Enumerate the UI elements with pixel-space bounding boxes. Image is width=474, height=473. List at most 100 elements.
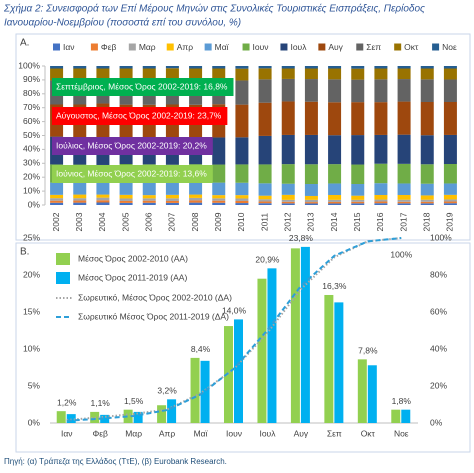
bar-segment	[397, 199, 411, 202]
bar-segment	[212, 195, 226, 199]
y-tick-label: 20%	[23, 269, 40, 279]
legend-swatch	[53, 43, 60, 51]
bar-segment	[304, 79, 318, 102]
bar-segment	[374, 199, 388, 202]
bar-segment	[374, 163, 388, 184]
bar	[367, 365, 377, 423]
bar-segment	[397, 66, 411, 69]
bar-segment	[96, 200, 110, 203]
x-tick-label: 2005	[120, 212, 130, 231]
bar-segment	[96, 68, 110, 81]
bar-segment	[235, 203, 249, 205]
bar-segment	[50, 68, 64, 81]
bar-segment	[304, 164, 318, 185]
annotation-box	[52, 165, 213, 183]
bar-segment	[397, 79, 411, 102]
legend-swatch	[242, 43, 250, 51]
panel-frame	[15, 242, 471, 453]
x-tick-label: 2004	[97, 212, 107, 231]
legend-label: Ιαν	[63, 42, 75, 52]
y-tick-label: 90%	[23, 74, 40, 84]
legend-swatch	[128, 43, 136, 51]
bar-segment	[304, 203, 318, 205]
bar-segment	[281, 199, 295, 202]
bar-segment	[443, 68, 457, 80]
bar-segment	[351, 164, 365, 185]
bar-segment	[443, 203, 457, 205]
bar-segment	[235, 198, 249, 201]
bar-segment	[374, 134, 388, 164]
legend-swatch	[56, 272, 70, 284]
bar-segment	[397, 183, 411, 195]
bar-segment	[189, 197, 203, 201]
bar	[200, 360, 210, 423]
bar-segment	[443, 79, 457, 103]
annotation-box	[52, 137, 213, 155]
title-line: Σχήμα 2: Συνεισφορά των Επί Μέρους Μηνών…	[3, 3, 425, 15]
bar-segment	[235, 80, 249, 105]
bar-segment	[281, 134, 295, 165]
annotation-text: Αύγουστος, Μέσος Όρος 2002-2019: 23,7%	[56, 110, 222, 120]
bar-segment	[351, 195, 365, 200]
y2-tick-label: 60%	[430, 306, 447, 316]
bar-segment	[328, 199, 342, 202]
legend-swatch	[90, 43, 98, 51]
bar-segment	[374, 79, 388, 103]
source: Πηγή: (α) Τράπεζα της Ελλάδος (ΤτΕ), (β)…	[4, 457, 227, 466]
bar-segment	[328, 79, 342, 103]
y-tick-label: 80%	[23, 88, 40, 98]
bar-segment	[443, 163, 457, 184]
bar	[190, 357, 200, 423]
x-tick-label: 2014	[329, 212, 339, 231]
bar-segment	[304, 184, 318, 196]
value-label: 1,8%	[392, 396, 412, 406]
bar-segment	[374, 203, 388, 205]
bar-segment	[50, 198, 64, 201]
y2-tick-label: 20%	[430, 380, 447, 390]
bar-segment	[119, 202, 133, 205]
bar-segment	[142, 66, 156, 69]
bar	[257, 278, 267, 423]
bar-segment	[73, 68, 87, 81]
bar-segment	[328, 194, 342, 200]
bar	[267, 268, 277, 423]
value-label: 23,8%	[289, 233, 314, 243]
legend-label: Μέσος Όρος 2002-2010 (ΑΑ)	[78, 253, 188, 263]
bar-segment	[420, 199, 434, 202]
bar-segment	[96, 194, 110, 198]
bar-segment	[443, 66, 457, 69]
bar-segment	[397, 101, 411, 135]
bar-segment	[50, 200, 64, 203]
bar-segment	[258, 135, 272, 165]
bar-segment	[328, 203, 342, 205]
x-tick-label: Ιουν	[226, 428, 242, 438]
x-tick-label: 2003	[74, 212, 84, 231]
bar-segment	[281, 201, 295, 204]
bar	[100, 414, 110, 423]
bar-segment	[96, 182, 110, 195]
x-tick-label: Φεβ	[92, 428, 108, 438]
bar-segment	[73, 66, 87, 69]
bar-segment	[304, 199, 318, 203]
bar-segment	[96, 66, 110, 69]
legend-label: Μέσος Όρος 2011-2019 (ΑΑ)	[78, 272, 187, 282]
legend-label: Ιουλ	[290, 42, 307, 52]
bar-segment	[420, 164, 434, 184]
bar-segment	[189, 182, 203, 195]
bar-segment	[397, 68, 411, 80]
annotation-text: Σεπτέμβριος, Μέσος Όρος 2002-2019: 16,8%	[56, 81, 228, 91]
bar-segment	[374, 194, 388, 200]
bar-segment	[258, 201, 272, 204]
legend-swatch	[356, 43, 364, 51]
x-tick-label: Αυγ	[294, 428, 309, 438]
value-label: 14,0%	[222, 306, 247, 316]
bar-segment	[304, 134, 318, 165]
bar-segment	[420, 203, 434, 205]
y-tick-label: 15%	[23, 306, 40, 316]
x-tick-label: 2009	[213, 212, 223, 231]
bar-segment	[443, 199, 457, 202]
bar-segment	[374, 102, 388, 135]
y-tick-label: 40%	[23, 144, 40, 154]
bar-segment	[443, 183, 457, 195]
